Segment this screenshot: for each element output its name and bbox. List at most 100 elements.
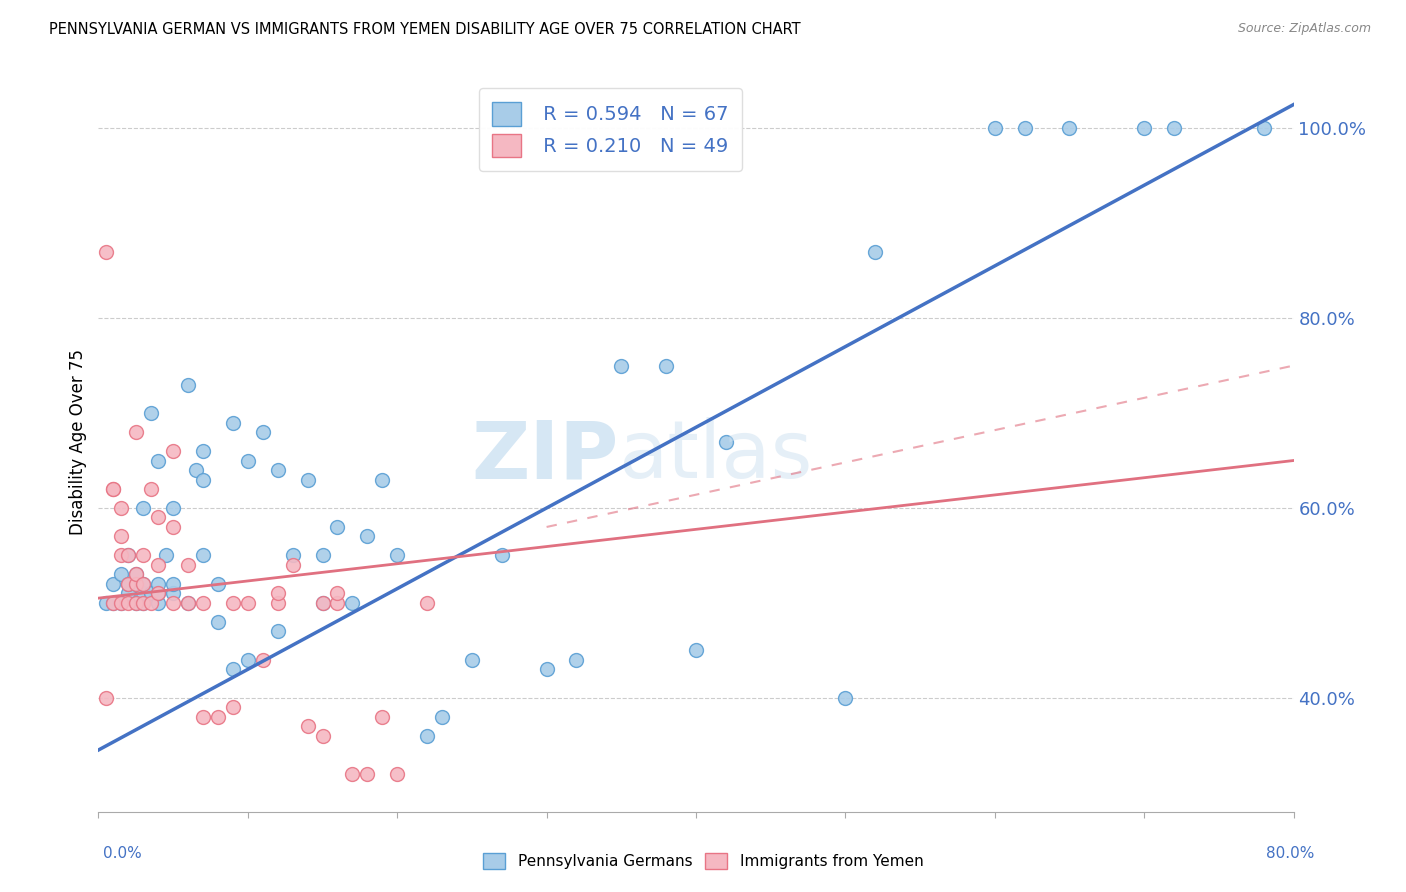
Point xyxy=(191,710,214,724)
Point xyxy=(311,549,333,563)
Point xyxy=(984,121,1007,136)
Point xyxy=(125,567,148,582)
Point xyxy=(356,766,378,780)
Point xyxy=(94,690,117,705)
Point xyxy=(139,586,162,600)
Point xyxy=(371,710,394,724)
Point xyxy=(132,577,155,591)
Point xyxy=(222,596,245,610)
Point xyxy=(207,577,229,591)
Point xyxy=(117,549,139,563)
Point xyxy=(94,244,117,259)
Point xyxy=(297,473,319,487)
Point xyxy=(148,596,170,610)
Point xyxy=(184,463,207,477)
Point xyxy=(565,653,588,667)
Point xyxy=(222,416,245,430)
Y-axis label: Disability Age Over 75: Disability Age Over 75 xyxy=(69,349,87,534)
Point xyxy=(1014,121,1036,136)
Point xyxy=(110,529,132,543)
Point xyxy=(655,359,678,373)
Point xyxy=(177,558,200,572)
Point xyxy=(117,586,139,600)
Point xyxy=(162,577,184,591)
Point xyxy=(267,463,290,477)
Point xyxy=(1059,121,1081,136)
Point xyxy=(385,766,409,780)
Point xyxy=(252,653,274,667)
Point xyxy=(148,577,170,591)
Point xyxy=(461,653,484,667)
Point xyxy=(281,558,304,572)
Point xyxy=(311,596,333,610)
Point xyxy=(110,549,132,563)
Point xyxy=(117,596,139,610)
Point xyxy=(371,473,394,487)
Point xyxy=(222,662,245,676)
Text: 80.0%: 80.0% xyxy=(1267,847,1315,861)
Point xyxy=(132,586,155,600)
Point xyxy=(148,586,170,600)
Point xyxy=(177,377,200,392)
Point xyxy=(281,549,304,563)
Point xyxy=(132,577,155,591)
Point xyxy=(416,596,439,610)
Point xyxy=(536,662,558,676)
Point xyxy=(356,529,378,543)
Point xyxy=(834,690,856,705)
Point xyxy=(1133,121,1156,136)
Point xyxy=(139,596,162,610)
Point xyxy=(103,577,125,591)
Text: PENNSYLVANIA GERMAN VS IMMIGRANTS FROM YEMEN DISABILITY AGE OVER 75 CORRELATION : PENNSYLVANIA GERMAN VS IMMIGRANTS FROM Y… xyxy=(49,22,801,37)
Point xyxy=(117,577,139,591)
Point xyxy=(132,549,155,563)
Point xyxy=(714,434,737,449)
Point xyxy=(148,558,170,572)
Point xyxy=(252,425,274,439)
Point xyxy=(125,577,148,591)
Point xyxy=(103,482,125,496)
Point xyxy=(416,729,439,743)
Point xyxy=(177,596,200,610)
Point xyxy=(148,586,170,600)
Point xyxy=(311,596,333,610)
Point xyxy=(110,567,132,582)
Text: atlas: atlas xyxy=(619,417,813,495)
Point xyxy=(236,453,259,467)
Point xyxy=(110,500,132,515)
Point xyxy=(430,710,453,724)
Point xyxy=(385,549,409,563)
Point xyxy=(117,577,139,591)
Point xyxy=(491,549,513,563)
Point xyxy=(132,596,155,610)
Point xyxy=(162,520,184,534)
Point xyxy=(94,596,117,610)
Point xyxy=(191,596,214,610)
Point xyxy=(311,729,333,743)
Point xyxy=(342,766,364,780)
Text: ZIP: ZIP xyxy=(471,417,619,495)
Point xyxy=(117,549,139,563)
Point xyxy=(1253,121,1275,136)
Point xyxy=(132,500,155,515)
Point xyxy=(222,700,245,714)
Point xyxy=(177,596,200,610)
Point xyxy=(236,596,259,610)
Point xyxy=(139,406,162,420)
Point xyxy=(148,453,170,467)
Legend: Pennsylvania Germans, Immigrants from Yemen: Pennsylvania Germans, Immigrants from Ye… xyxy=(477,847,929,875)
Point xyxy=(207,615,229,629)
Text: Source: ZipAtlas.com: Source: ZipAtlas.com xyxy=(1237,22,1371,36)
Point xyxy=(191,549,214,563)
Point xyxy=(125,596,148,610)
Point xyxy=(267,596,290,610)
Point xyxy=(207,710,229,724)
Legend:  R = 0.594   N = 67,  R = 0.210   N = 49: R = 0.594 N = 67, R = 0.210 N = 49 xyxy=(478,88,742,171)
Point xyxy=(1163,121,1185,136)
Point xyxy=(110,596,132,610)
Point xyxy=(267,586,290,600)
Point xyxy=(162,586,184,600)
Point xyxy=(610,359,633,373)
Point xyxy=(125,425,148,439)
Point xyxy=(326,520,349,534)
